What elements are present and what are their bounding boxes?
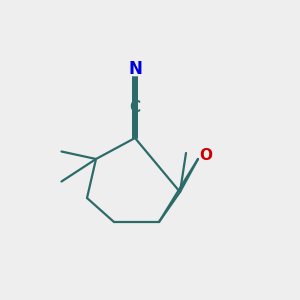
Text: C: C bbox=[129, 100, 141, 116]
Text: O: O bbox=[199, 148, 212, 164]
Text: N: N bbox=[128, 60, 142, 78]
